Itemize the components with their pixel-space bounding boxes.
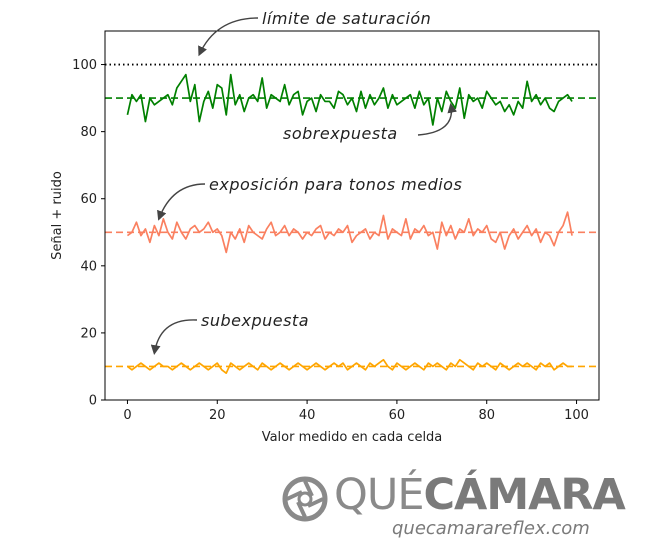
data-series bbox=[126, 73, 573, 375]
y-tick-label: 100 bbox=[72, 58, 97, 73]
annotation-label: exposición para tonos medios bbox=[209, 175, 462, 194]
y-tick-label: 20 bbox=[80, 326, 97, 341]
annotation-arrow bbox=[198, 17, 259, 57]
y-tick-label: 40 bbox=[80, 259, 97, 274]
y-axis-label: Señal + ruido bbox=[50, 171, 65, 260]
x-tick-label: 60 bbox=[389, 408, 406, 423]
annotation-arrow bbox=[150, 319, 198, 355]
annotation-label: límite de saturación bbox=[262, 9, 431, 28]
annotation-label: sobrexpuesta bbox=[283, 124, 398, 143]
annotation-arrow bbox=[157, 183, 206, 221]
x-tick-label: 0 bbox=[123, 408, 131, 423]
axis-ticks: 0 20 40 60 80 100 0 20 40 60 80 100 bbox=[72, 58, 589, 423]
watermark-brand: QUÉCÁMARA bbox=[334, 470, 626, 520]
y-tick-label: 60 bbox=[80, 192, 97, 207]
x-axis-label: Valor medido en cada celda bbox=[262, 430, 443, 445]
watermark: QUÉCÁMARA quecamarareflex.com bbox=[282, 470, 626, 542]
camera-aperture-icon bbox=[282, 476, 328, 522]
x-tick-label: 40 bbox=[299, 408, 316, 423]
x-tick-label: 80 bbox=[478, 408, 495, 423]
x-tick-label: 100 bbox=[564, 408, 589, 423]
series-line-3 bbox=[126, 358, 573, 375]
y-tick-label: 0 bbox=[89, 394, 97, 409]
series-line-2 bbox=[126, 211, 573, 254]
annotation-arrow bbox=[417, 102, 458, 136]
annotation-label: subexpuesta bbox=[201, 311, 309, 330]
plot-frame bbox=[104, 30, 600, 401]
series-line-1 bbox=[126, 73, 573, 126]
watermark-brand-bold: CÁMARA bbox=[423, 470, 626, 520]
x-tick-label: 20 bbox=[209, 408, 226, 423]
annotations: límite de saturación sobrexpuesta exposici… bbox=[150, 9, 462, 355]
watermark-brand-regular: QUÉ bbox=[334, 470, 424, 520]
watermark-url: quecamarareflex.com bbox=[392, 518, 590, 539]
y-tick-label: 80 bbox=[80, 125, 97, 140]
